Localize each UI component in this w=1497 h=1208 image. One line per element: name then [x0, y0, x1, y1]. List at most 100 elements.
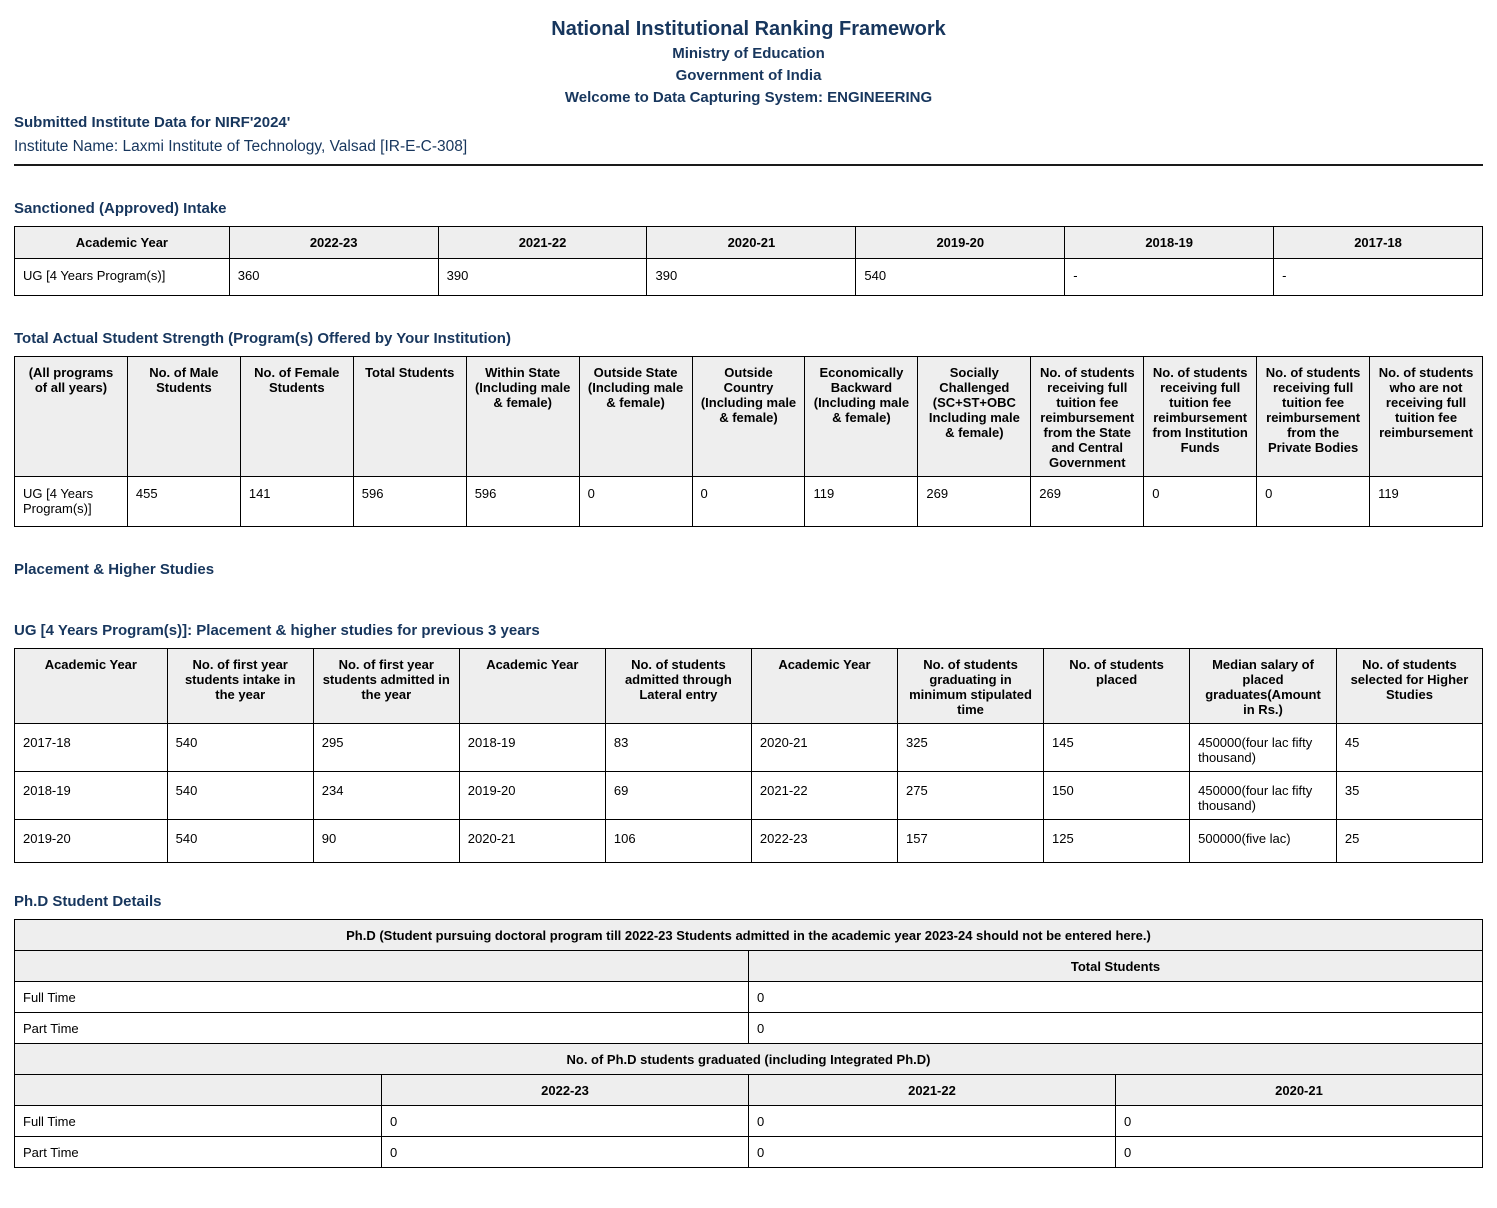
table-cell: 450000(four lac fifty thousand)	[1189, 771, 1337, 821]
table-cell: 0	[748, 1105, 1116, 1138]
column-header: No. of first year students intake in the…	[166, 648, 314, 725]
table-cell: 540	[166, 771, 314, 821]
table-cell: Full Time	[14, 981, 749, 1014]
table-cell: 0	[691, 476, 806, 528]
table-cell: 2020-21	[750, 723, 898, 773]
table-cell: 0	[381, 1105, 749, 1138]
phd-banner: Ph.D (Student pursuing doctoral program …	[14, 919, 1483, 952]
table-cell: 234	[312, 771, 460, 821]
table-cell: Part Time	[14, 1012, 749, 1045]
column-header: 2020-21	[1115, 1074, 1483, 1107]
table-header-row: (All programs of all years) No. of Male …	[14, 356, 1483, 478]
empty-header-cell	[14, 950, 749, 983]
table-cell: 390	[437, 258, 648, 297]
table-row: Full Time 0	[14, 981, 1483, 1014]
column-header: Outside Country (Including male & female…	[691, 356, 806, 478]
column-header: Academic Year	[458, 648, 606, 725]
section-title-sanctioned-intake: Sanctioned (Approved) Intake	[14, 200, 227, 218]
table-cell: 360	[228, 258, 439, 297]
table-row: 2017-18 540 295 2018-19 83 2020-21 325 1…	[14, 723, 1484, 773]
table-cell: 119	[1369, 476, 1483, 528]
section-title-placement: Placement & Higher Studies	[14, 561, 215, 579]
column-header: 2021-22	[748, 1074, 1116, 1107]
student-strength-table: (All programs of all years) No. of Male …	[14, 356, 1483, 528]
column-header: No. of students receiving full tuition f…	[1256, 356, 1371, 478]
column-header: No. of students who are not receiving fu…	[1369, 356, 1483, 478]
submitted-data-heading: Submitted Institute Data for NIRF'2024'	[14, 114, 291, 132]
table-cell: 2018-19	[458, 723, 606, 773]
column-header: Total Students	[352, 356, 467, 478]
section-title-student-strength: Total Actual Student Strength (Program(s…	[14, 330, 511, 348]
table-cell: 455	[126, 476, 241, 528]
table-cell: 90	[312, 819, 460, 864]
column-header: No. of Female Students	[239, 356, 354, 478]
table-cell: 0	[1256, 476, 1371, 528]
table-row: Part Time 0	[14, 1012, 1483, 1045]
table-cell: 0	[748, 1136, 1116, 1169]
table-header-row: Total Students	[14, 950, 1483, 983]
column-header: No. of students placed	[1043, 648, 1191, 725]
table-cell: 2021-22	[750, 771, 898, 821]
table-cell: 390	[646, 258, 857, 297]
table-cell: 450000(four lac fifty thousand)	[1189, 723, 1337, 773]
column-header: No. of students receiving full tuition f…	[1030, 356, 1145, 478]
column-header: No. of students receiving full tuition f…	[1143, 356, 1258, 478]
table-cell: 0	[1115, 1136, 1483, 1169]
placement-table: Academic Year No. of first year students…	[14, 648, 1484, 864]
table-cell: 35	[1335, 771, 1484, 821]
table-cell: 2018-19	[14, 771, 168, 821]
table-cell: 0	[1115, 1105, 1483, 1138]
masthead: National Institutional Ranking Framework…	[14, 18, 1483, 108]
table-cell: 325	[896, 723, 1045, 773]
table-banner-row: Ph.D (Student pursuing doctoral program …	[14, 919, 1483, 952]
table-cell: 25	[1335, 819, 1484, 864]
table-cell: 269	[1030, 476, 1145, 528]
table-cell: 0	[748, 981, 1483, 1014]
table-cell: 269	[917, 476, 1032, 528]
table-row: 2018-19 540 234 2019-20 69 2021-22 275 1…	[14, 771, 1484, 821]
government-line: Government of India	[675, 66, 822, 84]
table-row: Part Time 0 0 0	[14, 1136, 1483, 1169]
table-cell: Part Time	[14, 1136, 382, 1169]
column-header: Within State (Including male & female)	[465, 356, 580, 478]
column-header: Academic Year	[14, 226, 230, 260]
column-header: 2018-19	[1064, 226, 1275, 260]
table-header-row: Academic Year 2022-23 2021-22 2020-21 20…	[14, 226, 1483, 260]
column-header: Total Students	[748, 950, 1483, 983]
table-cell: 2019-20	[458, 771, 606, 821]
column-header: Socially Challenged (SC+ST+OBC Including…	[917, 356, 1032, 478]
column-header: 2019-20	[855, 226, 1066, 260]
institute-block: Submitted Institute Data for NIRF'2024' …	[14, 114, 1483, 156]
table-cell: 0	[1143, 476, 1258, 528]
table-cell: 596	[465, 476, 580, 528]
table-cell: 540	[166, 819, 314, 864]
empty-header-cell	[14, 1074, 382, 1107]
table-cell: 2022-23	[750, 819, 898, 864]
column-header: No. of students graduating in minimum st…	[896, 648, 1045, 725]
table-cell: 596	[352, 476, 467, 528]
column-header: (All programs of all years)	[14, 356, 128, 478]
table-header-row: Academic Year No. of first year students…	[14, 648, 1484, 725]
page-title: National Institutional Ranking Framework	[551, 18, 946, 40]
column-header: No. of students admitted through Lateral…	[604, 648, 752, 725]
table-cell: 145	[1043, 723, 1191, 773]
table-cell: 295	[312, 723, 460, 773]
welcome-line: Welcome to Data Capturing System: ENGINE…	[564, 88, 933, 106]
table-cell: 500000(five lac)	[1189, 819, 1337, 864]
table-cell: Full Time	[14, 1105, 382, 1138]
subsection-title-ug-placement: UG [4 Years Program(s)]: Placement & hig…	[14, 622, 540, 640]
column-header: Academic Year	[14, 648, 168, 725]
table-cell: 2020-21	[458, 819, 606, 864]
column-header: 2017-18	[1273, 226, 1483, 260]
table-cell: 125	[1043, 819, 1191, 864]
phd-graduated-banner: No. of Ph.D students graduated (includin…	[14, 1043, 1483, 1076]
table-row: Full Time 0 0 0	[14, 1105, 1483, 1138]
table-cell: 83	[604, 723, 752, 773]
table-cell: 150	[1043, 771, 1191, 821]
ministry-line: Ministry of Education	[672, 45, 825, 62]
table-cell: -	[1273, 258, 1483, 297]
column-header: 2022-23	[381, 1074, 749, 1107]
table-row: UG [4 Years Program(s)] 455 141 596 596 …	[14, 476, 1483, 528]
table-cell: UG [4 Years Program(s)]	[14, 258, 230, 297]
